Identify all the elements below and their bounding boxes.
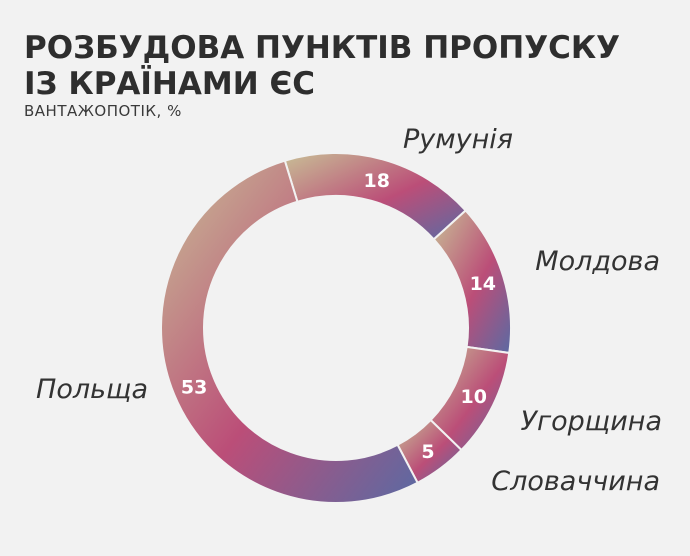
chart-subtitle: ВАНТАЖОПОТІК, % xyxy=(24,102,182,120)
donut-value-label-4: 5 xyxy=(421,441,434,463)
donut-category-label-1: Румунія xyxy=(403,124,513,155)
donut-category-label-5: Польща xyxy=(36,374,148,405)
donut-category-label-2: Молдова xyxy=(535,246,660,277)
donut-segment-5 xyxy=(160,159,419,504)
donut-value-label-3: 10 xyxy=(461,386,487,408)
donut-value-labels: 18 14 10 5 53 xyxy=(181,170,496,463)
chart-title-line-2: ІЗ КРАЇНАМИ ЄС xyxy=(24,66,315,102)
donut-category-label-3: Угорщина xyxy=(521,406,662,437)
donut-segment-1 xyxy=(283,152,468,241)
donut-value-label-1: 18 xyxy=(364,170,390,192)
donut-value-label-2: 14 xyxy=(470,273,496,295)
chart-title-line-1: РОЗБУДОВА ПУНКТІВ ПРОПУСКУ xyxy=(24,30,621,66)
donut-value-label-5: 53 xyxy=(181,376,207,398)
donut-category-labels: Румунія Молдова Угорщина Словаччина Польща xyxy=(36,124,662,497)
donut-category-label-4: Словаччина xyxy=(491,466,660,497)
donut-segments xyxy=(160,152,512,504)
chart-title: РОЗБУДОВА ПУНКТІВ ПРОПУСКУ ІЗ КРАЇНАМИ Є… xyxy=(24,30,620,102)
